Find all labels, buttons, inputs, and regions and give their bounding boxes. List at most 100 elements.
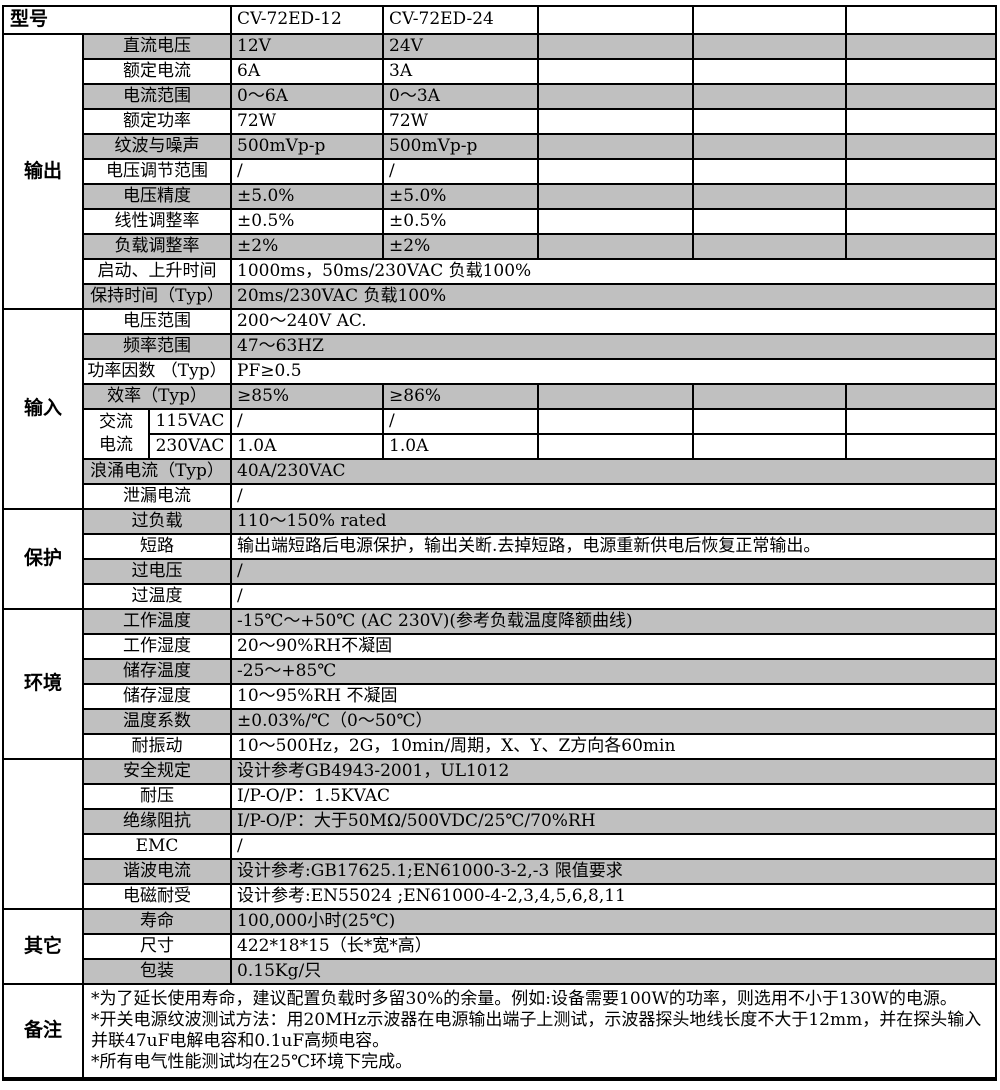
header-row: 型号 CV-72ED-12 CV-72ED-24	[1, 5, 998, 35]
table-row: 电压精度 ±5.0% ±5.0%	[3, 183, 998, 210]
table-row: 效率（Typ） ≥85% ≥86%	[3, 383, 998, 410]
table-row: 绝缘阻抗 I/P-O/P：大于50MΩ/500VDC/25℃/70%RH	[3, 808, 998, 835]
row-label: 线性调整率	[81, 208, 233, 235]
row-label: 频率范围	[81, 333, 233, 360]
row-label: 额定功率	[81, 108, 233, 135]
table-row: 启动、上升时间 1000ms，50ms/230VAC 负载100%	[3, 258, 998, 285]
remarks-content: *为了延长使用寿命，建议配置负载时多留30%的余量。例如:设备需要100W的功率…	[81, 983, 998, 1080]
row-value: 设计参考GB4943-2001，UL1012	[230, 758, 998, 785]
row-value: 设计参考:EN55024 ;EN61000-4-2,3,4,5,6,8,11	[230, 883, 998, 910]
row-label: 浪涌电流（Typ）	[81, 458, 233, 485]
row-value: -25～+85℃	[230, 658, 998, 685]
row-label: 效率（Typ）	[81, 383, 233, 410]
table-row: 尺寸 422*18*15（长*宽*高）	[3, 933, 998, 960]
section-safety-label	[2, 758, 84, 910]
row-label: 电流范围	[81, 83, 233, 110]
remarks-row: 备注 *为了延长使用寿命，建议配置负载时多留30%的余量。例如:设备需要100W…	[2, 983, 998, 1080]
table-row: 输出 直流电压 12V 24V	[2, 33, 998, 310]
row-label: 储存湿度	[81, 683, 233, 710]
row-label: 直流电压	[81, 33, 233, 60]
row-value: /	[230, 158, 385, 185]
table-row: 耐振动 10～500Hz，2G，10min/周期，X、Y、Z方向各60min	[3, 733, 998, 760]
table-row: 额定功率 72W 72W	[3, 108, 998, 135]
row-value: 20～90%RH不凝固	[230, 633, 998, 660]
table-row: 230VAC 1.0A 1.0A	[3, 433, 998, 460]
row-label: 工作温度	[81, 608, 233, 635]
table-row: 额定电流 6A 3A	[3, 58, 998, 85]
row-label: 尺寸	[81, 933, 233, 960]
table-row: 线性调整率 ±0.5% ±0.5%	[3, 208, 998, 235]
section-remarks-label: 备注	[2, 983, 84, 1080]
table-row: 负载调整率 ±2% ±2%	[3, 233, 998, 260]
row-label: 115VAC	[147, 408, 233, 435]
empty-cell	[692, 233, 848, 260]
empty-cell	[845, 408, 998, 435]
row-label: 电磁耐受	[81, 883, 233, 910]
table-row: 频率范围 47～63HZ	[3, 333, 998, 360]
row-value: 0～3A	[382, 83, 540, 110]
empty-cell	[692, 133, 848, 160]
row-label: 耐压	[81, 783, 233, 810]
model-1-cell: CV-72ED-12	[230, 5, 385, 35]
table-row: 功率因数 （Typ） PF≥0.5	[3, 358, 998, 385]
row-value: ±2%	[230, 233, 385, 260]
row-label: 电压范围	[81, 308, 233, 335]
table-row: 过电压 /	[3, 558, 998, 585]
table-row: 储存湿度 10～95%RH 不凝固	[3, 683, 998, 710]
row-label: 过温度	[81, 583, 233, 610]
row-value: /	[230, 833, 998, 860]
row-label: 寿命	[81, 908, 233, 935]
empty-cell	[845, 183, 998, 210]
row-value: 0～6A	[230, 83, 385, 110]
table-row: EMC /	[3, 833, 998, 860]
empty-cell	[537, 183, 695, 210]
row-value: 10～500Hz，2G，10min/周期，X、Y、Z方向各60min	[230, 733, 998, 760]
row-label: 额定电流	[81, 58, 233, 85]
row-value: 500mVp-p	[382, 133, 540, 160]
ac-current-label-line2: 电流	[99, 435, 133, 455]
empty-cell	[537, 158, 695, 185]
row-label: 储存温度	[81, 658, 233, 685]
row-value: I/P-O/P：1.5KVAC	[230, 783, 998, 810]
table-row: 电流范围 0～6A 0～3A	[3, 83, 998, 110]
empty-cell	[537, 133, 695, 160]
row-value: 1000ms，50ms/230VAC 负载100%	[230, 258, 998, 285]
row-label: 过负载	[81, 508, 233, 535]
empty-cell	[537, 108, 695, 135]
empty-cell	[692, 208, 848, 235]
empty-cell	[692, 33, 848, 60]
model-header-label: 型号	[1, 5, 233, 35]
empty-cell	[537, 233, 695, 260]
row-label: 过电压	[81, 558, 233, 585]
row-label: 纹波与噪声	[81, 133, 233, 160]
table-row: 谐波电流 设计参考:GB17625.1;EN61000-3-2,-3 限值要求	[3, 858, 998, 885]
remark-note: *为了延长使用寿命，建议配置负载时多留30%的余量。例如:设备需要100W的功率…	[91, 989, 957, 1009]
empty-cell	[692, 108, 848, 135]
empty-cell	[845, 33, 998, 60]
row-label: 230VAC	[147, 433, 233, 460]
table-row: 过温度 /	[3, 583, 998, 610]
row-value: ±5.0%	[382, 183, 540, 210]
empty-cell	[537, 5, 695, 35]
table-row: 耐压 I/P-O/P：1.5KVAC	[3, 783, 998, 810]
model-2-cell: CV-72ED-24	[382, 5, 540, 35]
table-row: 泄漏电流 /	[3, 483, 998, 510]
row-value: ±0.5%	[382, 208, 540, 235]
section-others-label: 其它	[2, 908, 84, 985]
table-row: 纹波与噪声 500mVp-p 500mVp-p	[3, 133, 998, 160]
table-row: 输入 电压范围 200～240V AC.	[2, 308, 998, 510]
row-label: 功率因数 （Typ）	[81, 358, 233, 385]
row-value: /	[382, 158, 540, 185]
section-protection-label: 保护	[2, 508, 84, 610]
empty-cell	[692, 383, 848, 410]
row-value: PF≥0.5	[230, 358, 998, 385]
empty-cell	[537, 33, 695, 60]
empty-cell	[537, 433, 695, 460]
empty-cell	[692, 183, 848, 210]
table-row: 安全规定 设计参考GB4943-2001，UL1012	[2, 758, 998, 910]
empty-cell	[845, 208, 998, 235]
empty-cell	[845, 83, 998, 110]
row-label: 启动、上升时间	[81, 258, 233, 285]
row-value: 设计参考:GB17625.1;EN61000-3-2,-3 限值要求	[230, 858, 998, 885]
row-value: 100,000小时(25℃)	[230, 908, 998, 935]
